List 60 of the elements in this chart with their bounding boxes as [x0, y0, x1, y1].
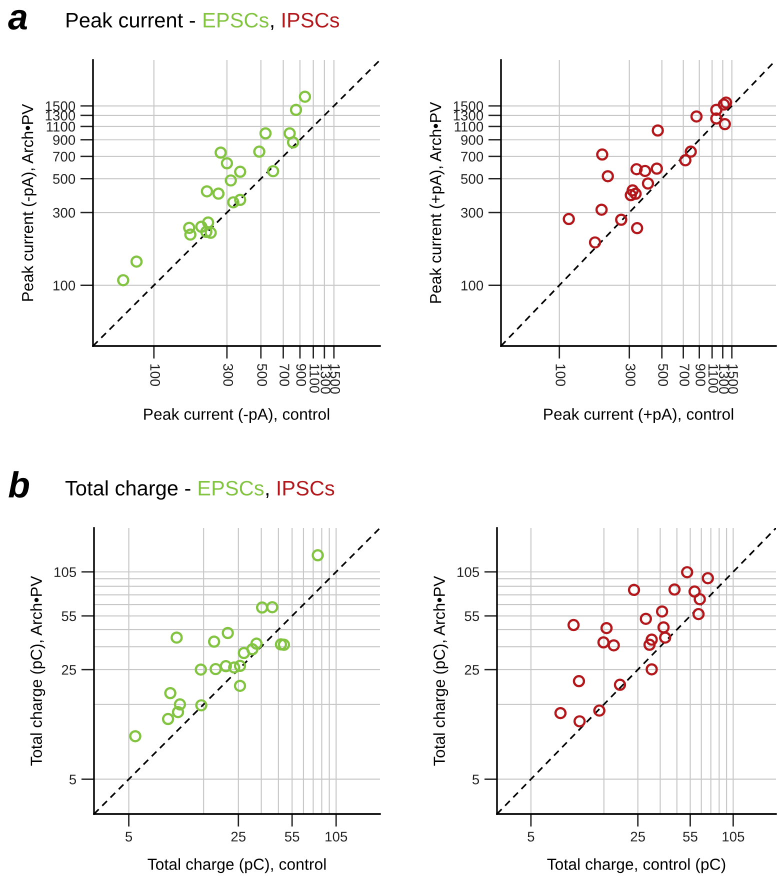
x-axis-title: Peak current (-pA), control	[144, 408, 330, 424]
x-axis-title: Total charge (pC), control	[148, 858, 326, 874]
y-tick-label: 700	[461, 152, 484, 162]
x-tick-label: 300	[223, 364, 234, 386]
x-tick-label: 100	[556, 364, 566, 386]
x-tick-label: 1100	[708, 364, 718, 393]
x-tick-label: 55	[683, 832, 698, 842]
y-tick-label: 25	[62, 664, 76, 675]
y-tick-label: 5	[472, 774, 480, 784]
x-tick-label: 500	[658, 364, 668, 386]
y-axis-title: Total charge (pC), Arch•PV	[433, 576, 448, 766]
x-tick-label: 300	[626, 364, 636, 386]
y-tick-label: 900	[461, 135, 484, 145]
y-tick-label: 25	[464, 664, 480, 675]
y-tick-label: 700	[53, 152, 76, 162]
x-tick-label: 900	[696, 364, 706, 386]
x-tick-label: 25	[231, 832, 246, 842]
x-tick-label: 1300	[719, 364, 729, 394]
y-tick-label: 55	[464, 611, 480, 622]
chart-title: Total charge - EPSCs, IPSCs	[65, 480, 334, 500]
x-tick-label: 55	[284, 832, 300, 842]
y-tick-label: 500	[461, 174, 484, 184]
x-tick-label: 700	[680, 364, 690, 386]
x-tick-label: 105	[326, 832, 348, 842]
y-tick-label: 1300	[454, 110, 484, 121]
y-tick-label: 1500	[46, 101, 76, 112]
y-tick-label: 500	[53, 174, 76, 184]
y-tick-label: 5	[69, 774, 76, 784]
y-tick-label: 300	[461, 208, 484, 218]
y-tick-label: 1100	[454, 122, 484, 132]
x-tick-label: 105	[722, 832, 744, 842]
x-axis-title: Total charge, control (pC)	[547, 858, 726, 874]
x-tick-label: 1100	[310, 364, 320, 393]
y-tick-label: 900	[53, 135, 76, 145]
y-tick-label: 1500	[454, 101, 484, 112]
y-tick-label: 100	[462, 280, 484, 290]
x-tick-label: 5	[125, 832, 132, 842]
x-tick-label: 100	[150, 364, 160, 386]
chart-title: Peak current - EPSCs, IPSCs	[66, 12, 340, 30]
y-tick-label: 1100	[46, 122, 76, 132]
y-axis-title: Peak current (-pA), Arch•PV	[22, 104, 36, 301]
x-axis-title: Peak current (+pA), control	[544, 408, 734, 424]
x-tick-label: 900	[296, 364, 306, 386]
x-tick-label: 25	[630, 832, 645, 842]
y-tick-label: 55	[62, 611, 76, 622]
y-tick-label: 300	[53, 208, 76, 218]
x-tick-label: 1500	[330, 364, 340, 394]
y-tick-label: 105	[458, 567, 480, 578]
x-tick-label: 1500	[728, 364, 738, 394]
y-tick-label: 105	[54, 567, 76, 578]
y-tick-label: 1300	[46, 110, 76, 121]
y-tick-label: 100	[54, 280, 76, 290]
y-axis-title: Total charge (pC), Arch•PV	[30, 576, 46, 766]
text: a	[8, 10, 28, 30]
x-tick-label: 500	[257, 364, 267, 386]
x-tick-label: 1300	[320, 364, 331, 394]
x-tick-label: 700	[280, 364, 290, 386]
y-axis-title: Peak current (+pA), Arch•PV	[430, 102, 444, 303]
text: b	[8, 471, 30, 498]
x-tick-label: 5	[528, 832, 534, 842]
